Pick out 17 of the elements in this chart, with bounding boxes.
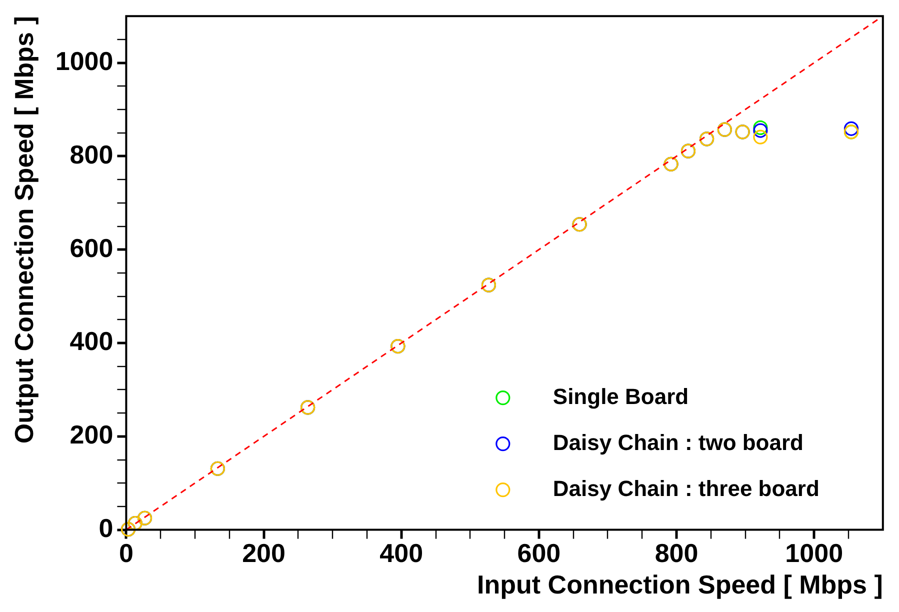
x-tick-label: 200 [242, 538, 286, 568]
legend-label: Single Board [552, 384, 689, 409]
x-tick-label: 600 [517, 538, 561, 568]
y-axis-title: Output Connection Speed [ Mbps ] [8, 16, 39, 444]
y-tick-label: 1000 [55, 46, 114, 76]
x-tick-label: 400 [380, 538, 424, 568]
y-tick-label: 600 [70, 232, 114, 263]
y-tick-label: 800 [70, 139, 114, 170]
y-tick-label: 0 [98, 512, 114, 543]
legend-label: Daisy Chain : two board [552, 430, 804, 455]
x-tick-label: 800 [654, 538, 698, 568]
y-tick-label: 200 [70, 420, 114, 450]
x-tick-label: 0 [118, 538, 134, 568]
x-tick-label: 1000 [785, 538, 844, 568]
y-tick-label: 400 [70, 326, 114, 356]
x-axis-title: Input Connection Speed [ Mbps ] [477, 570, 883, 600]
legend-label: Daisy Chain : three board [552, 476, 820, 501]
